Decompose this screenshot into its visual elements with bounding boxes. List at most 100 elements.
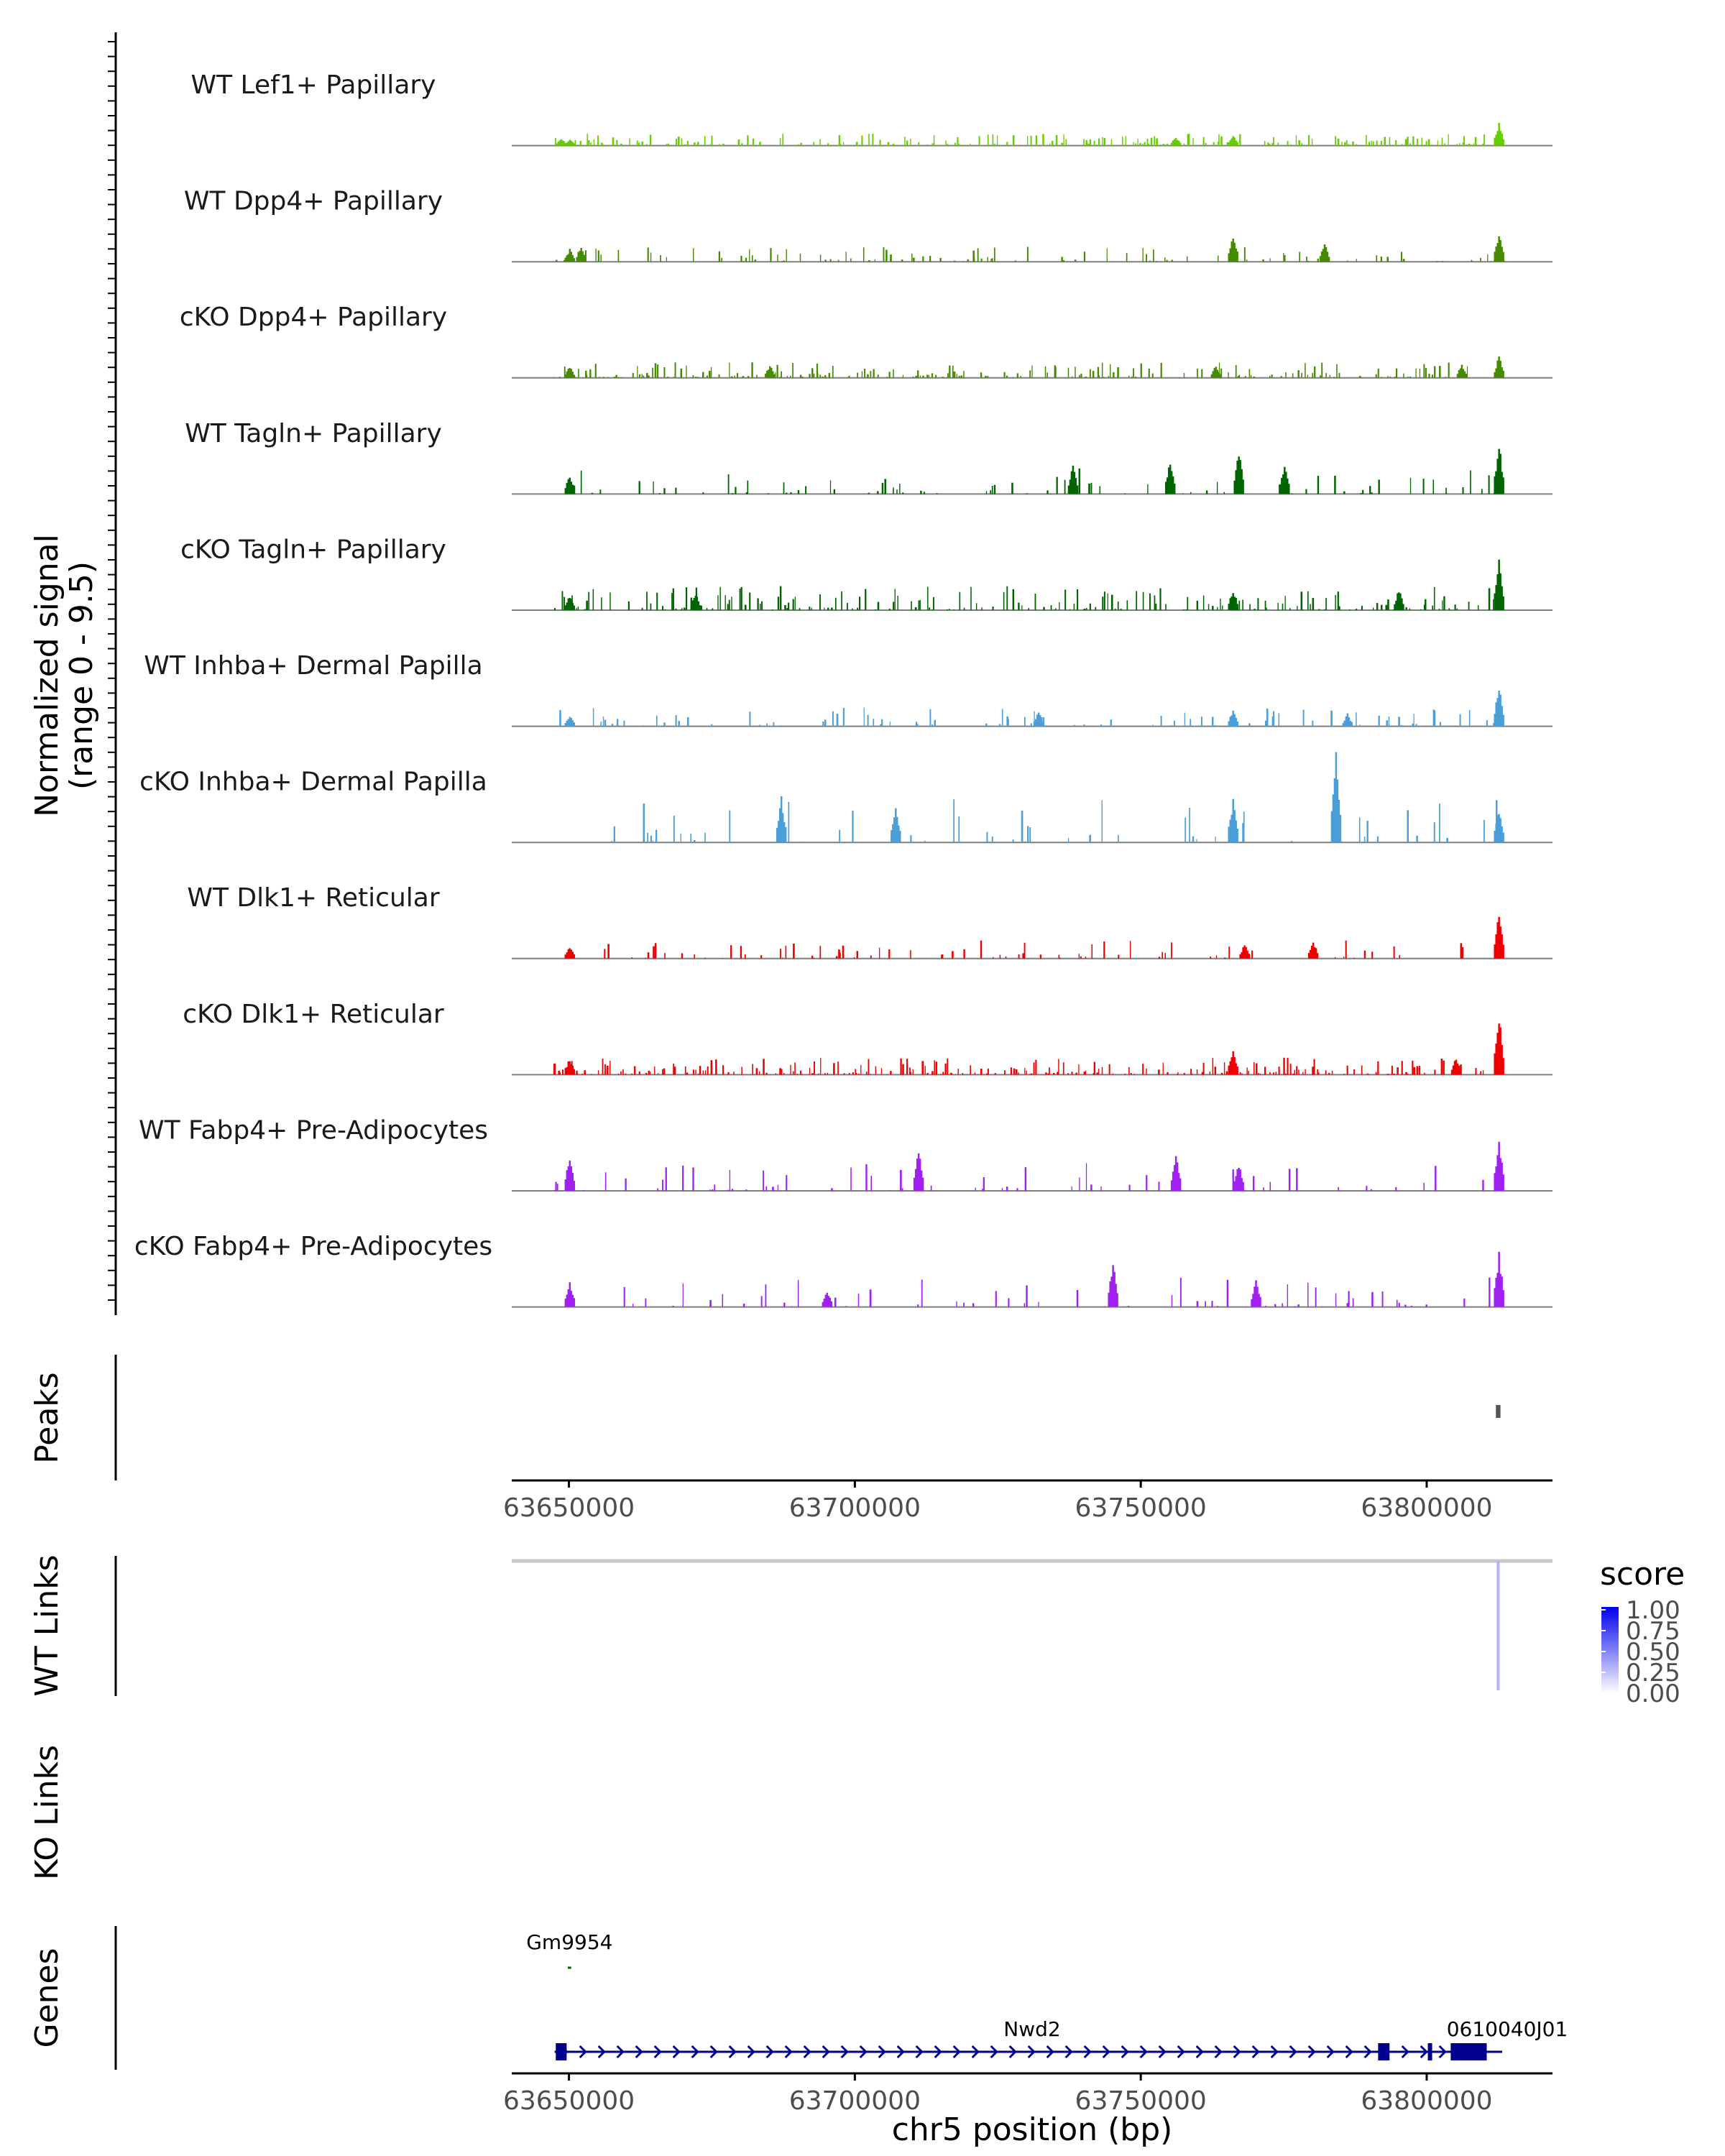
signal-bar — [912, 1069, 914, 1075]
signal-peak — [566, 1067, 569, 1075]
signal-peak — [571, 952, 574, 959]
score-legend: score 1.000.750.500.250.00 — [1600, 1556, 1685, 1708]
signal-bar — [931, 724, 934, 727]
signal-bar — [1248, 723, 1251, 727]
signal-bar — [800, 1070, 801, 1075]
signal-peak — [1287, 478, 1289, 494]
signal-bar — [972, 250, 975, 262]
signal-bar — [1014, 260, 1017, 262]
signal-bar — [893, 144, 895, 146]
signal-bar — [838, 134, 841, 146]
signal-bar — [1409, 143, 1412, 146]
signal-bar — [1253, 376, 1256, 378]
signal-bar — [1287, 1284, 1289, 1307]
signal-bar — [1164, 952, 1167, 959]
gene-label: 0610040J01 — [1447, 2017, 1568, 2041]
signal-bar — [1297, 370, 1300, 378]
signal-bar — [858, 1073, 860, 1075]
signal-peak — [1170, 142, 1173, 146]
signal-bar — [1049, 1067, 1050, 1075]
signal-bar — [1389, 377, 1391, 378]
signal-bar — [1226, 1279, 1229, 1307]
signal-peak — [1245, 946, 1247, 959]
signal-bar — [1271, 143, 1274, 146]
signal-peak — [570, 252, 573, 262]
signal-bar — [1089, 369, 1091, 378]
coverage-track: WT Dpp4+ Papillary — [184, 187, 1552, 263]
signal-bar — [1078, 468, 1080, 494]
signal-bar — [901, 1188, 903, 1191]
signal-bar — [597, 135, 599, 146]
signal-bar — [1087, 144, 1090, 146]
signal-peak — [1342, 722, 1345, 727]
signal-bar — [759, 1071, 760, 1075]
signal-bar — [1366, 134, 1367, 146]
signal-bar — [1238, 600, 1241, 610]
signal-peak — [822, 1302, 824, 1307]
signal-bar — [1308, 135, 1310, 146]
signal-bar — [680, 368, 683, 378]
signal-bar — [1418, 1066, 1421, 1075]
signal-bar — [799, 374, 802, 378]
signal-bar — [857, 372, 858, 378]
signal-bar — [1232, 1169, 1234, 1191]
signal-bar — [1110, 139, 1113, 146]
signal-bar — [1131, 376, 1133, 378]
signal-peak — [570, 717, 573, 727]
signal-bar — [1361, 1065, 1363, 1075]
signal-bar — [1091, 944, 1093, 959]
signal-bar — [1412, 1060, 1414, 1075]
signal-bar — [1321, 362, 1323, 378]
signal-peak — [571, 372, 574, 378]
x-tick-label: 63650000 — [503, 2086, 635, 2116]
signal-bar — [996, 135, 998, 146]
signal-bar — [1454, 604, 1456, 610]
signal-bar — [1205, 490, 1208, 494]
signal-bar — [1196, 1301, 1199, 1307]
legend-colorbar — [1601, 1607, 1619, 1693]
signal-bar — [1416, 1066, 1419, 1075]
signal-bar — [1271, 716, 1274, 727]
signal-bar — [1216, 1306, 1218, 1307]
signal-peak — [1232, 136, 1234, 146]
signal-bar — [917, 724, 919, 727]
signal-bar — [684, 1066, 686, 1075]
signal-bar — [1214, 1067, 1217, 1075]
signal-peak — [690, 605, 693, 610]
signal-bar — [1103, 941, 1105, 959]
signal-bar — [1264, 600, 1266, 610]
signal-bar — [972, 1303, 975, 1307]
signal-peak — [1236, 721, 1238, 727]
signal-bar — [1277, 602, 1279, 610]
signal-bar — [783, 482, 785, 494]
signal-bar — [749, 249, 750, 262]
signal-bar — [1136, 591, 1138, 610]
signal-bar — [1027, 826, 1029, 843]
signal-peak — [566, 371, 569, 378]
signal-bar — [558, 1070, 560, 1075]
signal-bar — [638, 481, 640, 494]
signal-peak — [1112, 1265, 1114, 1307]
signal-bar — [682, 1283, 684, 1307]
signal-bar — [1068, 838, 1070, 843]
signal-peak — [696, 596, 699, 610]
signal-bar — [1307, 591, 1309, 610]
signal-peak — [769, 366, 771, 378]
signal-peak — [564, 374, 567, 378]
signal-peak — [1041, 722, 1044, 727]
signal-bar — [693, 840, 696, 843]
signal-bar — [1307, 1282, 1309, 1307]
signal-bar — [1370, 1189, 1372, 1191]
signal-bar — [1187, 596, 1189, 610]
signal-peak — [770, 367, 773, 378]
signal-bar — [958, 816, 960, 843]
strand-chevron — [1270, 2045, 1279, 2059]
signal-bar — [879, 947, 880, 959]
signal-bar — [950, 1072, 952, 1075]
signal-bar — [719, 586, 721, 610]
signal-bar — [1222, 605, 1223, 610]
signal-bar — [1042, 134, 1044, 146]
strand-chevron — [597, 2045, 606, 2059]
signal-bar — [939, 257, 942, 262]
